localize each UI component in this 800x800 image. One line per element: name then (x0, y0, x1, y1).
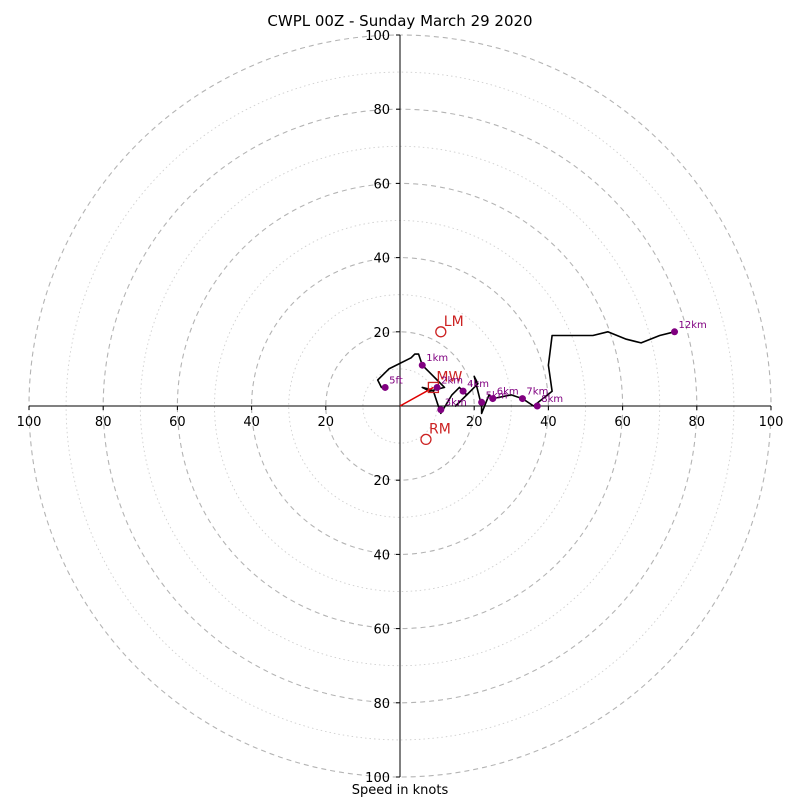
height-marker-8km (533, 402, 541, 410)
height-label-1km: 1km (426, 353, 448, 364)
y-tick-label: 100 (365, 29, 390, 44)
x-tick-label: 100 (17, 415, 42, 430)
height-label-12km: 12km (679, 320, 707, 331)
x-tick-label: 40 (540, 415, 557, 430)
height-label-7km: 7km (526, 387, 548, 398)
height-label-8km: 8km (541, 394, 563, 405)
x-tick-label: 100 (759, 415, 784, 430)
chart-title: CWPL 00Z - Sunday March 29 2020 (267, 12, 533, 30)
y-tick-label: 80 (373, 103, 390, 118)
hodograph-trace (376, 330, 675, 415)
x-tick-label: 20 (318, 415, 335, 430)
height-marker-5ft (381, 383, 389, 391)
storm-marker-lm (435, 326, 447, 338)
height-marker-2km (433, 383, 441, 391)
height-marker-3km (437, 406, 445, 414)
tick-labels: 100 80 60 40 20 20 40 60 80 100 100 80 60 40 20 20 40 60 8… (17, 29, 784, 786)
x-tick-label: 60 (614, 415, 631, 430)
y-tick-label: 20 (373, 474, 390, 489)
height-label-3km: 3km (445, 398, 467, 409)
height-label-6km: 6km (497, 387, 519, 398)
storm-marker-rm (420, 433, 432, 446)
height-marker-5km (478, 398, 486, 406)
storm-label-mw: MW (436, 369, 462, 385)
height-label-5km: 5km (486, 390, 508, 401)
x-tick-label: 80 (689, 415, 706, 430)
y-tick-label: 80 (373, 697, 390, 712)
y-tick-label: 60 (373, 623, 390, 638)
height-marker-4km (459, 387, 467, 395)
hodograph-line (376, 330, 675, 415)
x-tick-label: 80 (95, 415, 112, 430)
y-tick-label: 40 (373, 252, 390, 267)
height-marker-1km (418, 361, 426, 369)
storm-label-rm: RM (429, 421, 451, 437)
storm-motion-markers: LM MW RM (399, 314, 464, 446)
height-marker-7km (518, 395, 526, 403)
x-tick-label: 60 (169, 415, 186, 430)
height-label-4km: 4km (467, 379, 489, 390)
x-axis-label: Speed in knots (351, 783, 449, 798)
x-tick-label: 20 (466, 415, 483, 430)
height-label-5ft: 5ft (389, 375, 403, 386)
storm-label-lm: LM (444, 314, 464, 330)
y-tick-label: 60 (373, 177, 390, 192)
height-marker-6km (489, 395, 497, 403)
y-tick-label: 20 (373, 326, 390, 341)
y-tick-label: 100 (365, 771, 390, 786)
height-label-2km: 2km (441, 375, 463, 386)
x-tick-label: 40 (243, 415, 260, 430)
y-tick-label: 40 (373, 548, 390, 563)
height-marker-12km (671, 328, 679, 336)
